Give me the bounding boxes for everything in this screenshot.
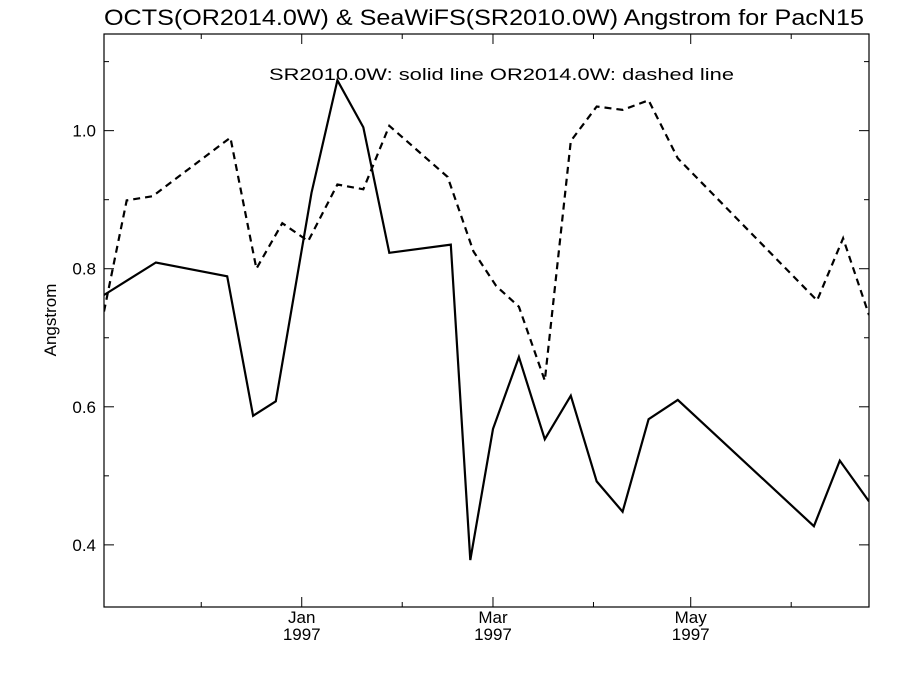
series-line-sr2010-0w: [104, 77, 869, 561]
legend-text: SR2010.0W: solid line OR2014.0W: dashed …: [269, 65, 734, 84]
chart-title: OCTS(OR2014.0W) & SeaWiFS(SR2010.0W) Ang…: [104, 5, 864, 30]
x-tick-label-year: 1997: [474, 625, 512, 644]
x-tick-label-year: 1997: [672, 625, 710, 644]
series-line-or2014-0w: [104, 98, 869, 381]
x-tick-label-year: 1997: [283, 625, 321, 644]
y-tick-label: 0.8: [72, 260, 96, 279]
x-tick-label-month: Mar: [478, 608, 508, 627]
y-tick-label: 0.6: [72, 398, 96, 417]
x-tick-label-month: Jan: [288, 608, 315, 627]
y-axis-label: Angstrom: [41, 284, 60, 357]
y-tick-label: 1.0: [72, 122, 96, 141]
plot-frame: [103, 33, 870, 608]
x-tick-label-month: May: [675, 608, 708, 627]
y-tick-label: 0.4: [72, 536, 96, 555]
axis-ticks: [104, 34, 869, 607]
series-layer: [104, 77, 869, 561]
